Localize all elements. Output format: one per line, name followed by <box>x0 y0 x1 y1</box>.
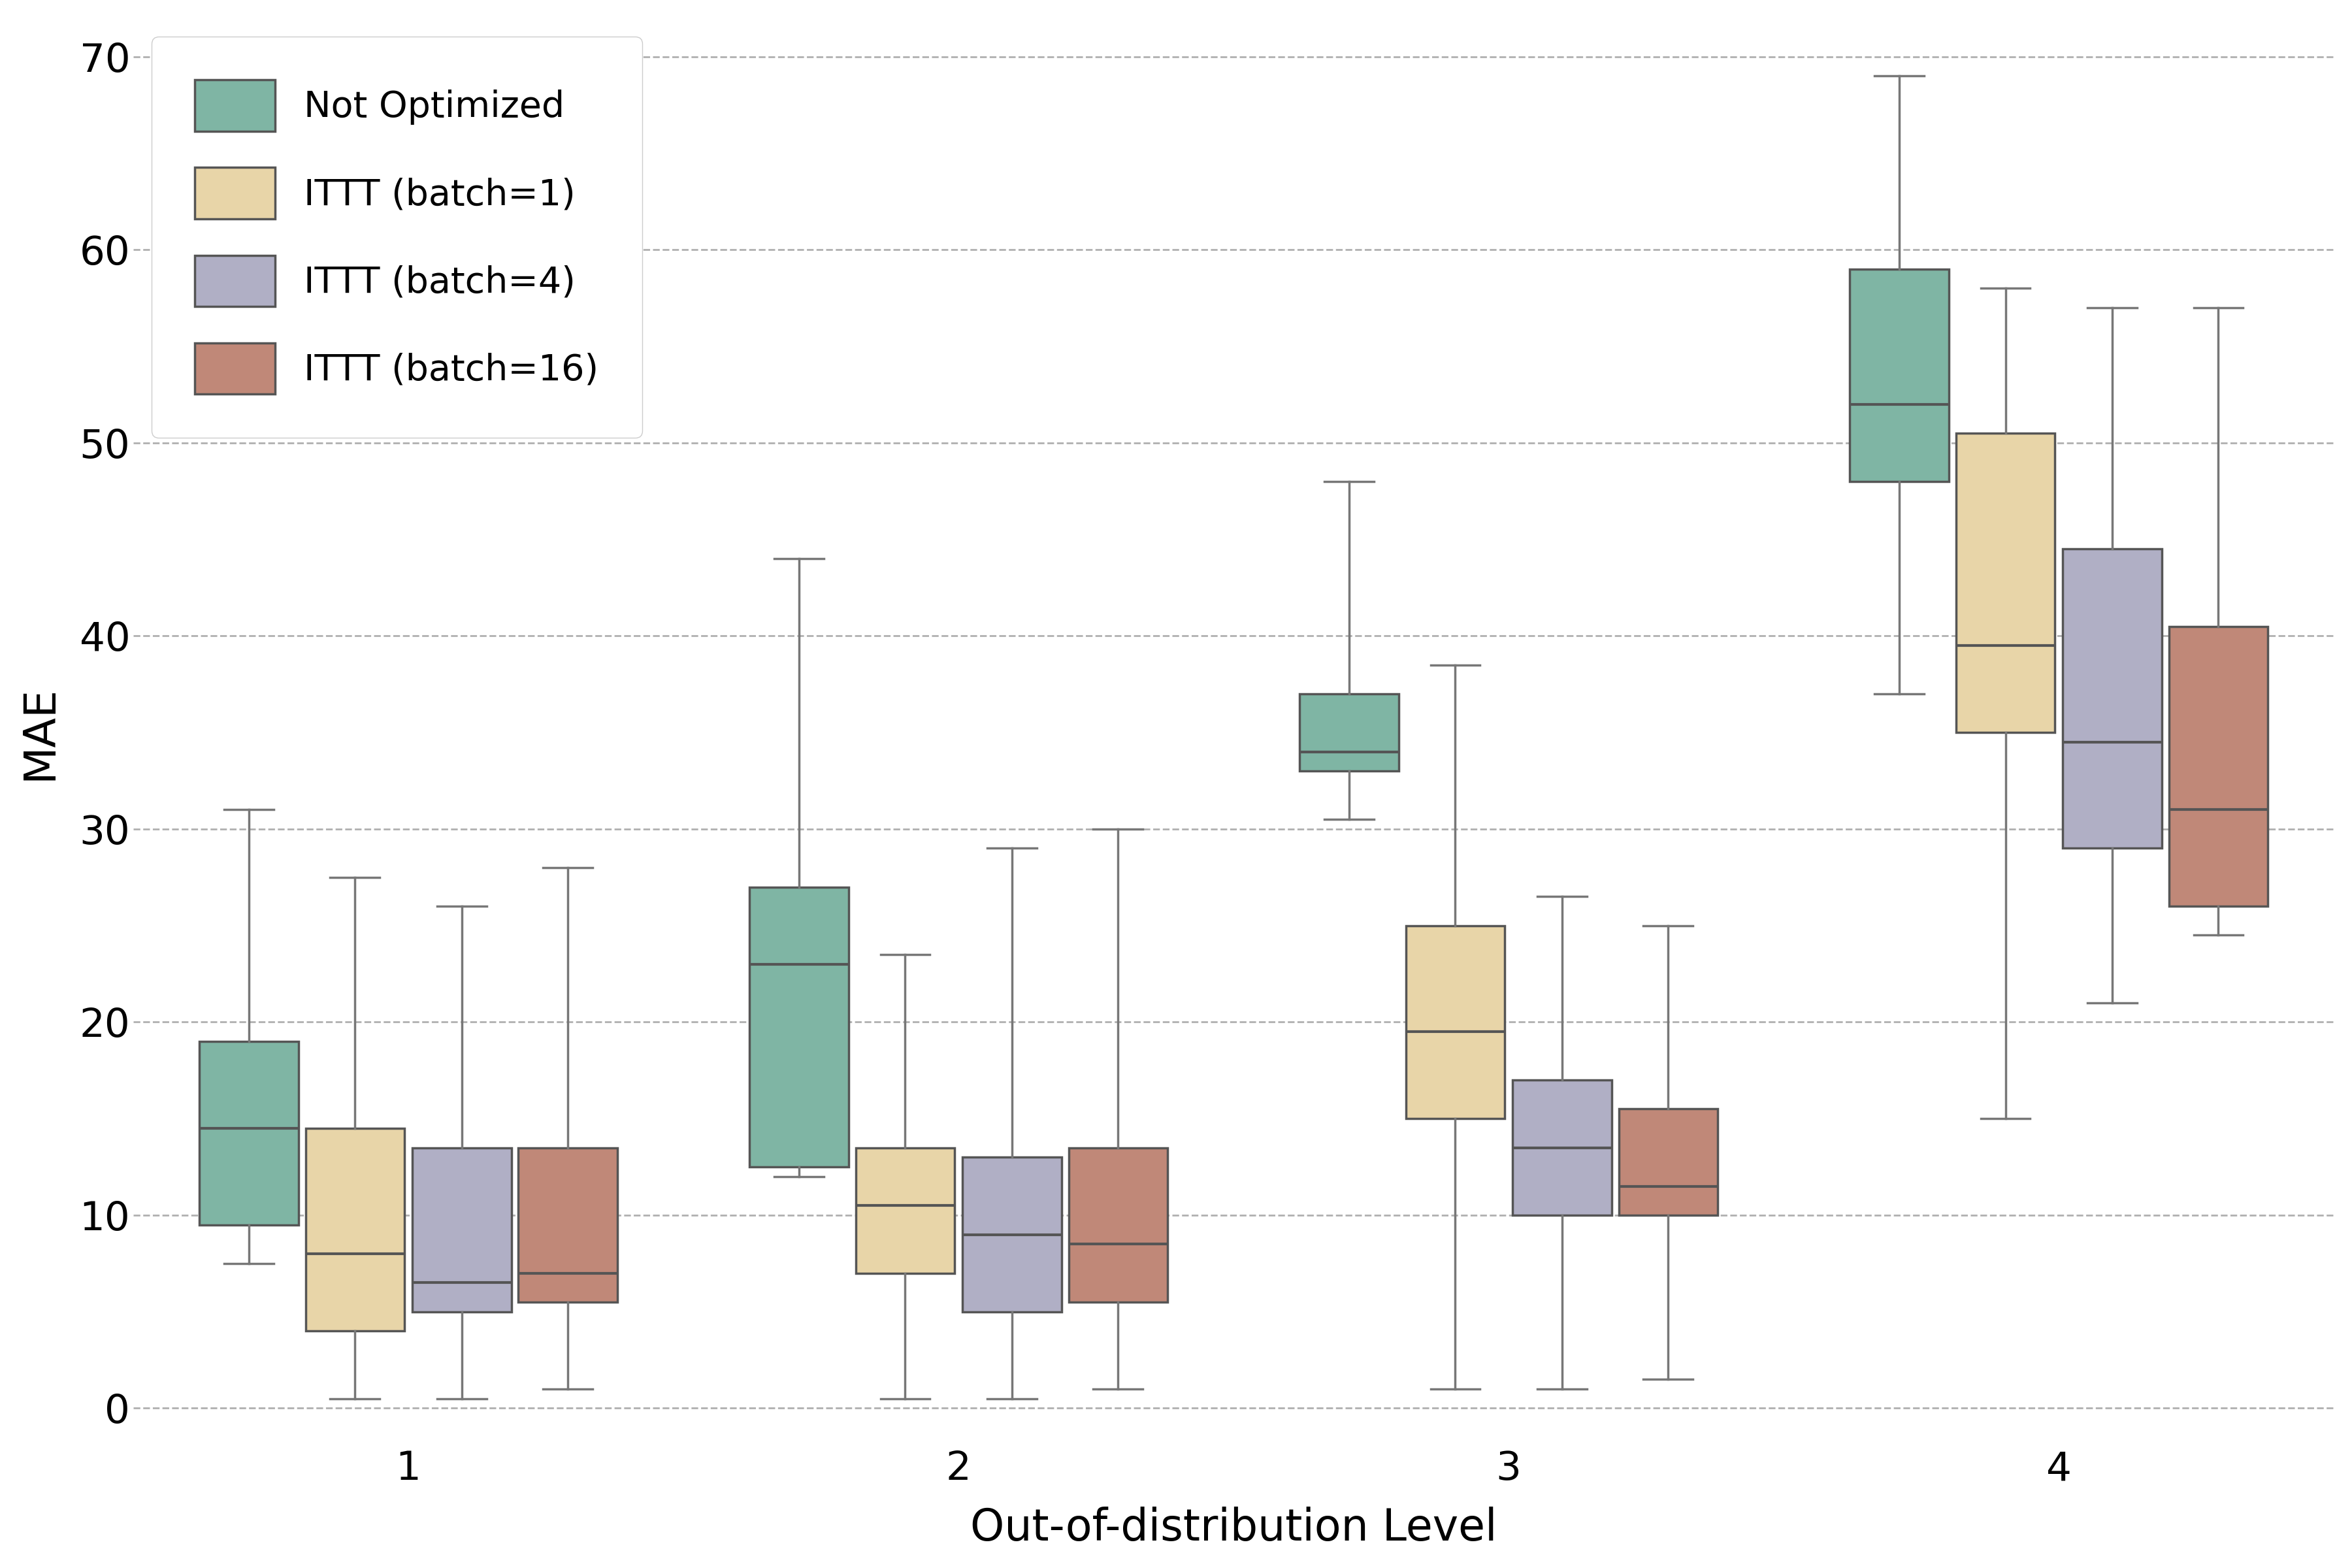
PathPatch shape <box>1618 1109 1717 1215</box>
PathPatch shape <box>962 1157 1061 1312</box>
PathPatch shape <box>200 1041 299 1225</box>
PathPatch shape <box>1301 695 1399 771</box>
PathPatch shape <box>517 1148 619 1301</box>
PathPatch shape <box>1406 925 1505 1118</box>
PathPatch shape <box>1957 433 2056 732</box>
X-axis label: Out-of-distribution Level: Out-of-distribution Level <box>969 1507 1496 1549</box>
Y-axis label: MAE: MAE <box>19 685 61 779</box>
PathPatch shape <box>1512 1080 1611 1215</box>
PathPatch shape <box>1849 270 1950 481</box>
Legend: Not Optimized, ITTT (batch=1), ITTT (batch=4), ITTT (batch=16): Not Optimized, ITTT (batch=1), ITTT (bat… <box>151 36 642 437</box>
PathPatch shape <box>2169 626 2267 906</box>
PathPatch shape <box>856 1148 955 1273</box>
PathPatch shape <box>412 1148 510 1312</box>
PathPatch shape <box>306 1129 405 1331</box>
PathPatch shape <box>1068 1148 1167 1301</box>
PathPatch shape <box>750 887 849 1167</box>
PathPatch shape <box>2063 549 2161 848</box>
